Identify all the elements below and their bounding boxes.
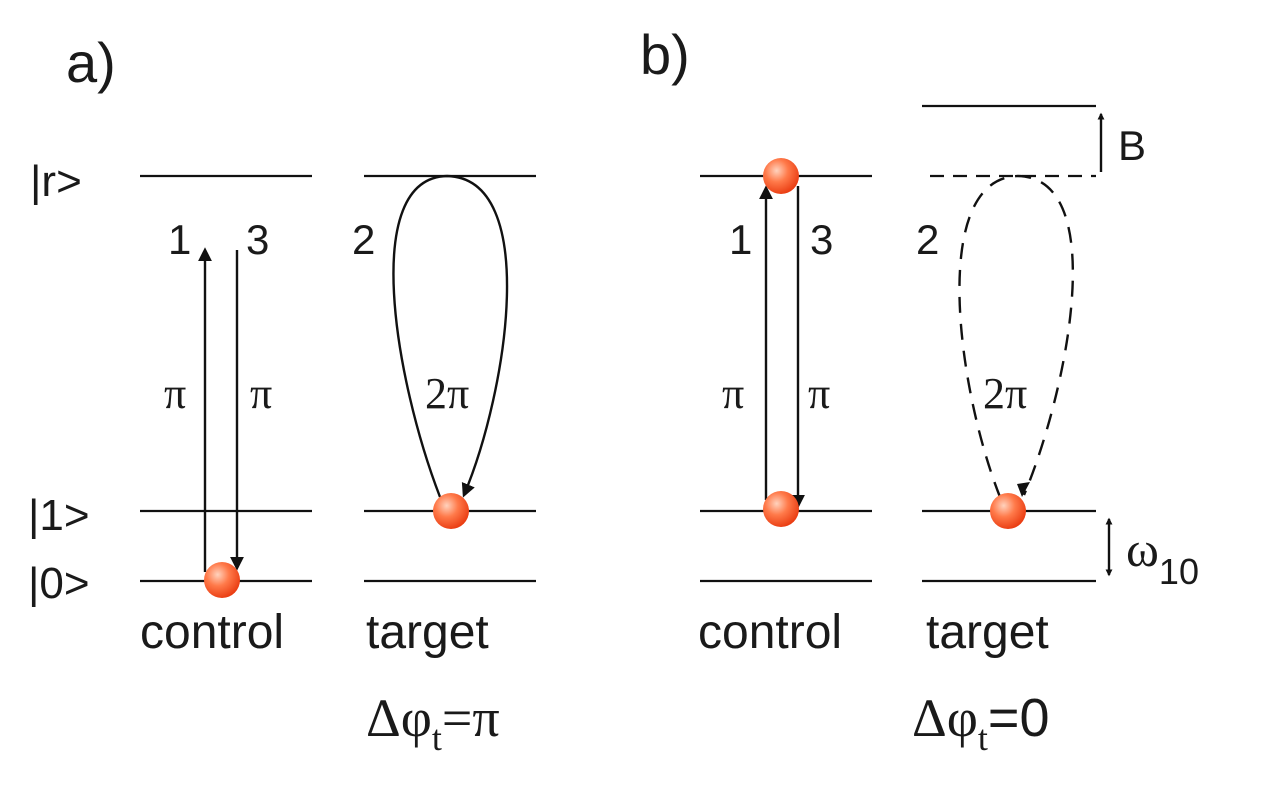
omega-10-label: ω10: [1126, 521, 1199, 592]
control-atom-excited: [763, 158, 799, 194]
shift-b-label: B: [1118, 122, 1146, 169]
target-atom: [433, 493, 469, 529]
loop-arrowhead: [1017, 482, 1030, 497]
level-label-r: |r>: [30, 157, 82, 206]
pulse-down-label: π: [250, 369, 272, 418]
phase-shift-label: Δφt=π: [366, 688, 500, 758]
control-atom: [204, 562, 240, 598]
step-1-label: 1: [168, 216, 191, 263]
step-2-label: 2: [916, 216, 939, 263]
target-label: target: [926, 606, 1049, 659]
loop-2pi-arrow: [392, 174, 509, 498]
control-label: control: [140, 606, 284, 659]
panel-a: a) |r> |1> |0> 1 3 π π 2 2π control targ…: [28, 31, 536, 758]
loop-2pi-dashed-arrow: [958, 174, 1075, 498]
panel-b-label: b): [640, 23, 690, 86]
target-atom: [990, 493, 1026, 529]
step-3-label: 3: [246, 216, 269, 263]
step-2-label: 2: [352, 216, 375, 263]
level-label-0: |0>: [28, 559, 90, 608]
pulse-up-label: π: [722, 369, 744, 418]
control-atom: [763, 491, 799, 527]
step-1-label: 1: [729, 216, 752, 263]
level-label-1: |1>: [28, 491, 90, 540]
target-label: target: [366, 606, 489, 659]
control-label: control: [698, 606, 842, 659]
pulse-down-label: π: [808, 369, 830, 418]
phase-shift-label: Δφt=0: [912, 688, 1050, 758]
step-3-label: 3: [810, 216, 833, 263]
loop-2pi-label: 2π: [983, 369, 1027, 418]
pulse-up-label: π: [164, 369, 186, 418]
loop-2pi-label: 2π: [425, 369, 469, 418]
panel-b: b) 1 3 π π 2 2π B ω10 control tar: [640, 23, 1199, 758]
panel-a-label: a): [66, 31, 116, 94]
